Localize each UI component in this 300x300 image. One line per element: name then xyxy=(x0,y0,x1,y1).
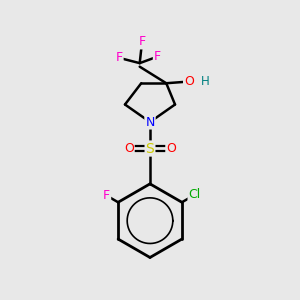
Text: Cl: Cl xyxy=(188,188,201,201)
Text: F: F xyxy=(139,35,145,48)
Text: S: S xyxy=(146,142,154,155)
Text: F: F xyxy=(154,50,161,63)
Text: N: N xyxy=(145,116,155,128)
Text: O: O xyxy=(184,75,194,88)
Text: F: F xyxy=(116,51,123,64)
Text: F: F xyxy=(103,189,110,202)
Text: O: O xyxy=(124,142,134,155)
Text: O: O xyxy=(166,142,176,155)
Text: H: H xyxy=(201,75,210,88)
